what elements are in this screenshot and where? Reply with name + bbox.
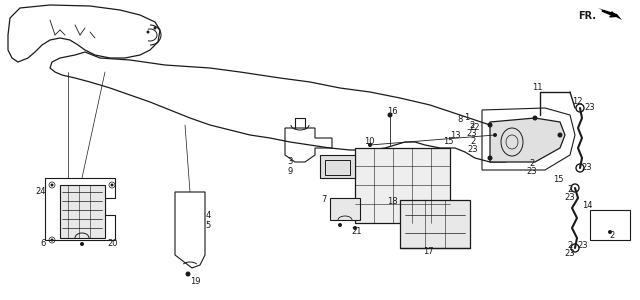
Polygon shape [320, 155, 355, 178]
Text: 23: 23 [582, 164, 592, 172]
Circle shape [338, 223, 342, 227]
Circle shape [147, 31, 150, 34]
Polygon shape [598, 8, 622, 20]
Text: 3: 3 [287, 158, 292, 166]
Text: 12: 12 [572, 98, 582, 106]
Circle shape [488, 155, 493, 160]
Text: 15: 15 [553, 176, 563, 184]
Text: 15: 15 [443, 137, 453, 146]
Text: 6: 6 [40, 239, 46, 248]
Circle shape [488, 122, 493, 128]
Text: 2: 2 [470, 137, 476, 146]
Text: 13: 13 [450, 130, 460, 140]
Circle shape [493, 133, 497, 137]
Text: 22: 22 [470, 124, 480, 133]
Text: 5: 5 [205, 220, 211, 230]
Circle shape [608, 230, 612, 234]
Text: 11: 11 [532, 83, 542, 92]
Circle shape [532, 116, 538, 121]
Circle shape [353, 226, 357, 230]
Text: 10: 10 [365, 137, 375, 146]
Circle shape [557, 133, 563, 137]
Text: 17: 17 [422, 248, 433, 256]
Text: 9: 9 [287, 167, 292, 176]
Text: 7: 7 [322, 196, 327, 205]
Text: 23: 23 [468, 146, 478, 154]
Polygon shape [355, 148, 450, 223]
Text: 2: 2 [568, 185, 573, 194]
Text: 20: 20 [108, 239, 118, 248]
Polygon shape [330, 198, 360, 220]
Text: 23: 23 [564, 248, 575, 257]
Text: 2: 2 [609, 232, 614, 241]
Text: 2: 2 [529, 158, 534, 167]
Circle shape [154, 26, 157, 29]
Text: 8: 8 [458, 116, 463, 124]
Text: 24: 24 [35, 188, 46, 196]
Text: 23: 23 [467, 130, 477, 139]
Text: 23: 23 [527, 167, 538, 176]
Circle shape [80, 242, 84, 246]
Text: 2: 2 [469, 122, 475, 130]
Text: 1: 1 [465, 113, 470, 122]
Text: FR.: FR. [578, 11, 596, 21]
Polygon shape [490, 118, 565, 162]
Text: 23: 23 [564, 194, 575, 202]
Circle shape [387, 112, 392, 118]
Circle shape [186, 272, 191, 277]
Polygon shape [400, 200, 470, 248]
Text: 21: 21 [352, 227, 362, 236]
Text: 23: 23 [585, 103, 595, 112]
Circle shape [111, 184, 113, 187]
Text: 14: 14 [582, 200, 592, 209]
Circle shape [51, 184, 54, 187]
Polygon shape [60, 185, 105, 238]
Text: 18: 18 [387, 197, 398, 206]
Circle shape [368, 143, 372, 147]
Text: 23: 23 [578, 241, 588, 250]
Text: 4: 4 [205, 211, 211, 220]
Text: 2: 2 [568, 241, 573, 250]
Text: 16: 16 [387, 107, 397, 116]
Circle shape [51, 238, 54, 242]
Text: 19: 19 [189, 278, 200, 286]
